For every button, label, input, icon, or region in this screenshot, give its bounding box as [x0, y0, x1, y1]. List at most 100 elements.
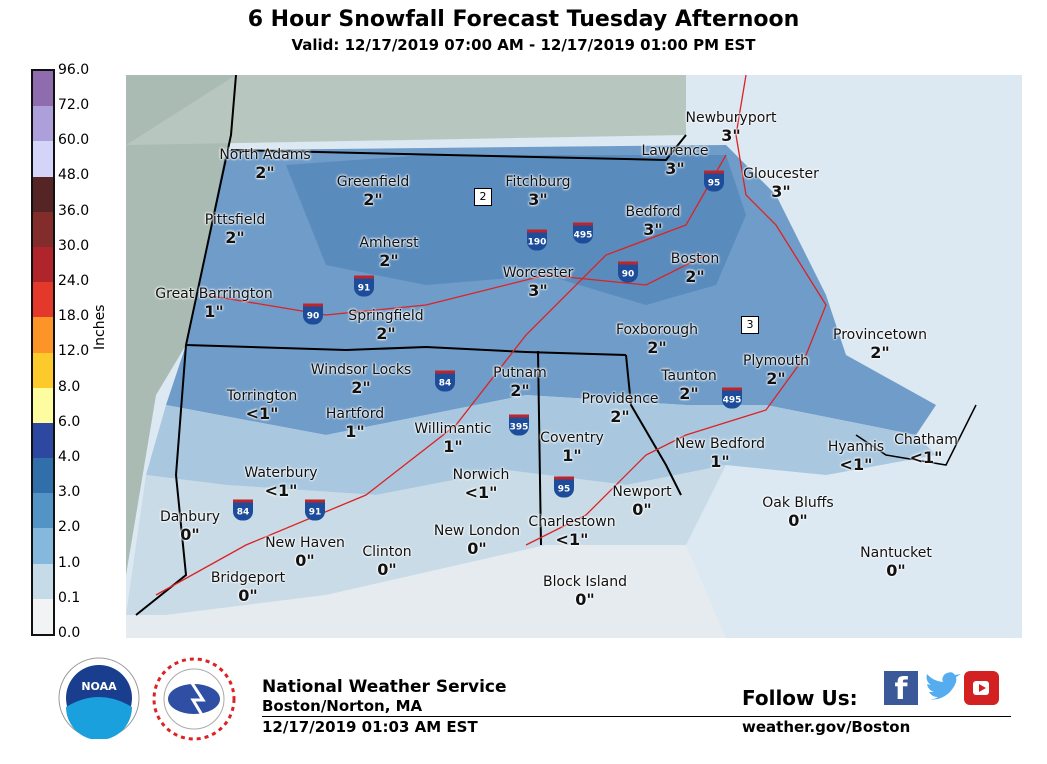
legend-tick: 3.0 [58, 484, 81, 501]
cape-cod-coast [855, 404, 977, 466]
office-name: Boston/Norton, MA [262, 697, 423, 715]
city-name: Plymouth [742, 353, 810, 369]
legend-swatch [33, 458, 53, 494]
highway-shield: 495 [722, 387, 742, 409]
city-label: Gloucester 3" [743, 165, 819, 201]
highway-shield: 95 [704, 170, 724, 192]
legend-swatch [33, 71, 53, 107]
city-name: Charlestown [528, 514, 616, 530]
snow-amount: 2" [647, 338, 667, 357]
city-name: North Adams [219, 147, 311, 163]
legend-swatch [33, 317, 53, 353]
legend-swatch [33, 493, 53, 529]
follow-us-label: Follow Us: [742, 686, 858, 710]
city-name: Foxborough [615, 322, 699, 338]
legend-tick: 18.0 [58, 308, 90, 325]
website-link[interactable]: weather.gov/Boston [742, 718, 911, 736]
city-name: Willimantic [414, 421, 492, 437]
snow-amount: 3" [771, 182, 791, 201]
highway-shield: 91 [354, 275, 374, 297]
terrain-west [126, 75, 236, 575]
city-name: Amherst [359, 235, 419, 251]
legend-tick: 72.0 [58, 97, 90, 113]
snow-amount: 2" [225, 228, 245, 247]
city-label: Amherst 2" [359, 234, 418, 270]
city-name: Newburyport [685, 110, 777, 126]
legend-tick: 48.0 [58, 167, 90, 184]
legend-swatch [33, 176, 53, 212]
snow-amount: 2" [685, 267, 705, 286]
map-background [126, 75, 1022, 638]
highway-shield: 190 [527, 229, 547, 251]
valid-time: Valid: 12/17/2019 07:00 AM - 12/17/2019 … [291, 36, 756, 54]
city-label: Putnam 2" [493, 364, 547, 400]
snow-amount: 0" [238, 586, 258, 605]
snow-amount: 2" [870, 343, 890, 362]
snow-amount: 0" [788, 511, 808, 530]
city-name: Newport [612, 484, 672, 500]
city-label: Windsor Locks 2" [311, 361, 411, 397]
snow-amount: 1" [710, 452, 730, 471]
snow-amount: <1" [555, 530, 589, 549]
snow-amount: 2" [679, 384, 699, 403]
city-label: Nantucket 0" [860, 544, 932, 580]
city-label: Willimantic 1" [414, 420, 491, 456]
city-name: Windsor Locks [310, 362, 412, 378]
legend-tick: 4.0 [58, 449, 81, 465]
legend-tick: 60.0 [58, 132, 90, 149]
city-label: Provincetown 2" [833, 326, 927, 362]
facebook-icon[interactable]: f [884, 671, 918, 707]
highway-shield: 395 [509, 414, 529, 436]
snow-amount: 1" [562, 446, 582, 465]
city-label: Norwich <1" [453, 466, 510, 502]
snow-amount: 0" [632, 500, 652, 519]
city-label: New Bedford 1" [675, 435, 765, 471]
state-border-ri-ma [625, 354, 682, 496]
city-label: North Adams 2" [219, 146, 310, 182]
snow-amount: 0" [886, 561, 906, 580]
legend-swatch [33, 387, 53, 423]
snow-amount: 2" [351, 378, 371, 397]
snow-amount: 0" [377, 560, 397, 579]
snow-1in [146, 395, 936, 495]
snow-amount: 0" [467, 539, 487, 558]
city-name: Hyannis [827, 439, 885, 455]
city-name: Chatham [894, 432, 958, 448]
state-border-ny [135, 75, 237, 616]
footer-divider [262, 716, 1011, 717]
legend-swatch [33, 141, 53, 177]
snow-amount: 3" [528, 190, 548, 209]
snow-amount: 3" [643, 220, 663, 239]
snow-amount: 3" [528, 281, 548, 300]
city-label: Hyannis <1" [828, 438, 884, 474]
city-label: Danbury 0" [160, 508, 220, 544]
snow-amount: 2" [363, 190, 383, 209]
city-name: New Bedford [675, 436, 765, 452]
snow-amount: 0" [180, 525, 200, 544]
city-label: Providence 2" [581, 390, 658, 426]
snow-amount: 0" [295, 551, 315, 570]
city-name: Torrington [226, 388, 298, 404]
city-label: Boston 2" [671, 250, 719, 286]
snow-amount: <1" [909, 448, 943, 467]
legend-unit: Inches [92, 304, 108, 350]
snow-none [126, 545, 726, 638]
legend-tick: 8.0 [58, 378, 81, 395]
twitter-icon[interactable] [922, 671, 962, 705]
legend-tick: 24.0 [58, 273, 90, 289]
snow-amount: <1" [839, 455, 873, 474]
city-label: Block Island 0" [543, 573, 627, 609]
highway-shield: 84 [233, 499, 253, 521]
snow-amount: 1" [443, 437, 463, 456]
city-name: Lawrence [641, 143, 709, 159]
snowfall-map: North Adams 2" Greenfield 2" Fitchburg 3" Lawr… [126, 75, 1022, 638]
legend-tick: 0.1 [58, 589, 81, 606]
city-name: Greenfield [336, 174, 410, 190]
snow-amount: 2" [766, 369, 786, 388]
youtube-icon[interactable] [964, 671, 999, 705]
city-name: Danbury [159, 509, 221, 525]
snow-amount: <1" [464, 483, 498, 502]
highway-shield: 90 [618, 261, 638, 283]
legend-tick: 96.0 [58, 61, 90, 78]
legend-tick: 2.0 [58, 519, 81, 536]
